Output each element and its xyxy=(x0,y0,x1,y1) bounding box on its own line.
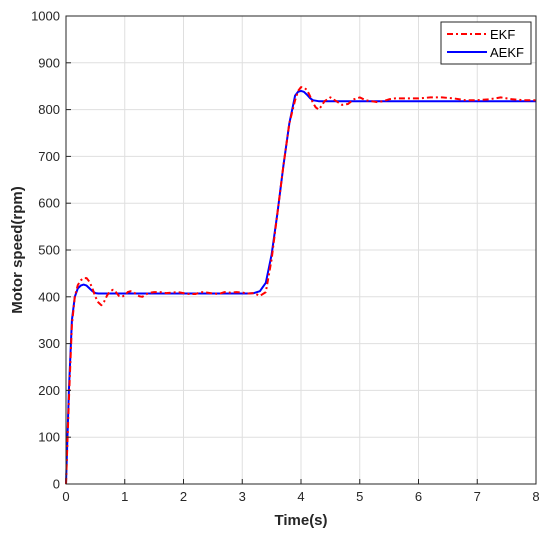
x-tick-label: 1 xyxy=(121,489,128,504)
x-axis-title: Time(s) xyxy=(274,512,327,529)
legend-box xyxy=(440,21,532,65)
y-tick-label: 200 xyxy=(38,383,60,398)
y-tick-label: 400 xyxy=(38,289,60,304)
y-tick-label: 600 xyxy=(38,196,60,211)
ticks xyxy=(65,15,537,485)
x-tick-label: 5 xyxy=(356,489,363,504)
legend-ekf-label: EKF xyxy=(490,27,515,42)
legend: EKF AEKF xyxy=(440,21,532,65)
tick-labels: 0 1 2 3 4 5 6 7 8 0 100 200 300 400 500 600 700 800 900 100… xyxy=(31,9,540,505)
y-tick-label: 800 xyxy=(38,102,60,117)
y-tick-label: 500 xyxy=(38,243,60,258)
x-tick-label: 2 xyxy=(180,489,187,504)
series-line-ekf xyxy=(65,86,536,485)
series-layer xyxy=(65,86,536,485)
y-tick-label: 300 xyxy=(38,336,60,351)
x-tick-label: 6 xyxy=(415,489,422,504)
y-tick-label: 0 xyxy=(53,477,60,492)
x-tick-label: 0 xyxy=(62,489,69,504)
x-tick-label: 3 xyxy=(239,489,246,504)
y-tick-label: 1000 xyxy=(31,9,60,24)
legend-aekf-label: AEKF xyxy=(490,45,524,60)
x-tick-label: 7 xyxy=(474,489,481,504)
x-tick-label: 4 xyxy=(297,489,304,504)
y-tick-label: 700 xyxy=(38,149,60,164)
y-axis-title: Motor speed(rpm) xyxy=(9,186,26,314)
y-tick-label: 100 xyxy=(38,430,60,445)
y-tick-label: 900 xyxy=(38,55,60,70)
x-tick-label: 8 xyxy=(532,489,539,504)
